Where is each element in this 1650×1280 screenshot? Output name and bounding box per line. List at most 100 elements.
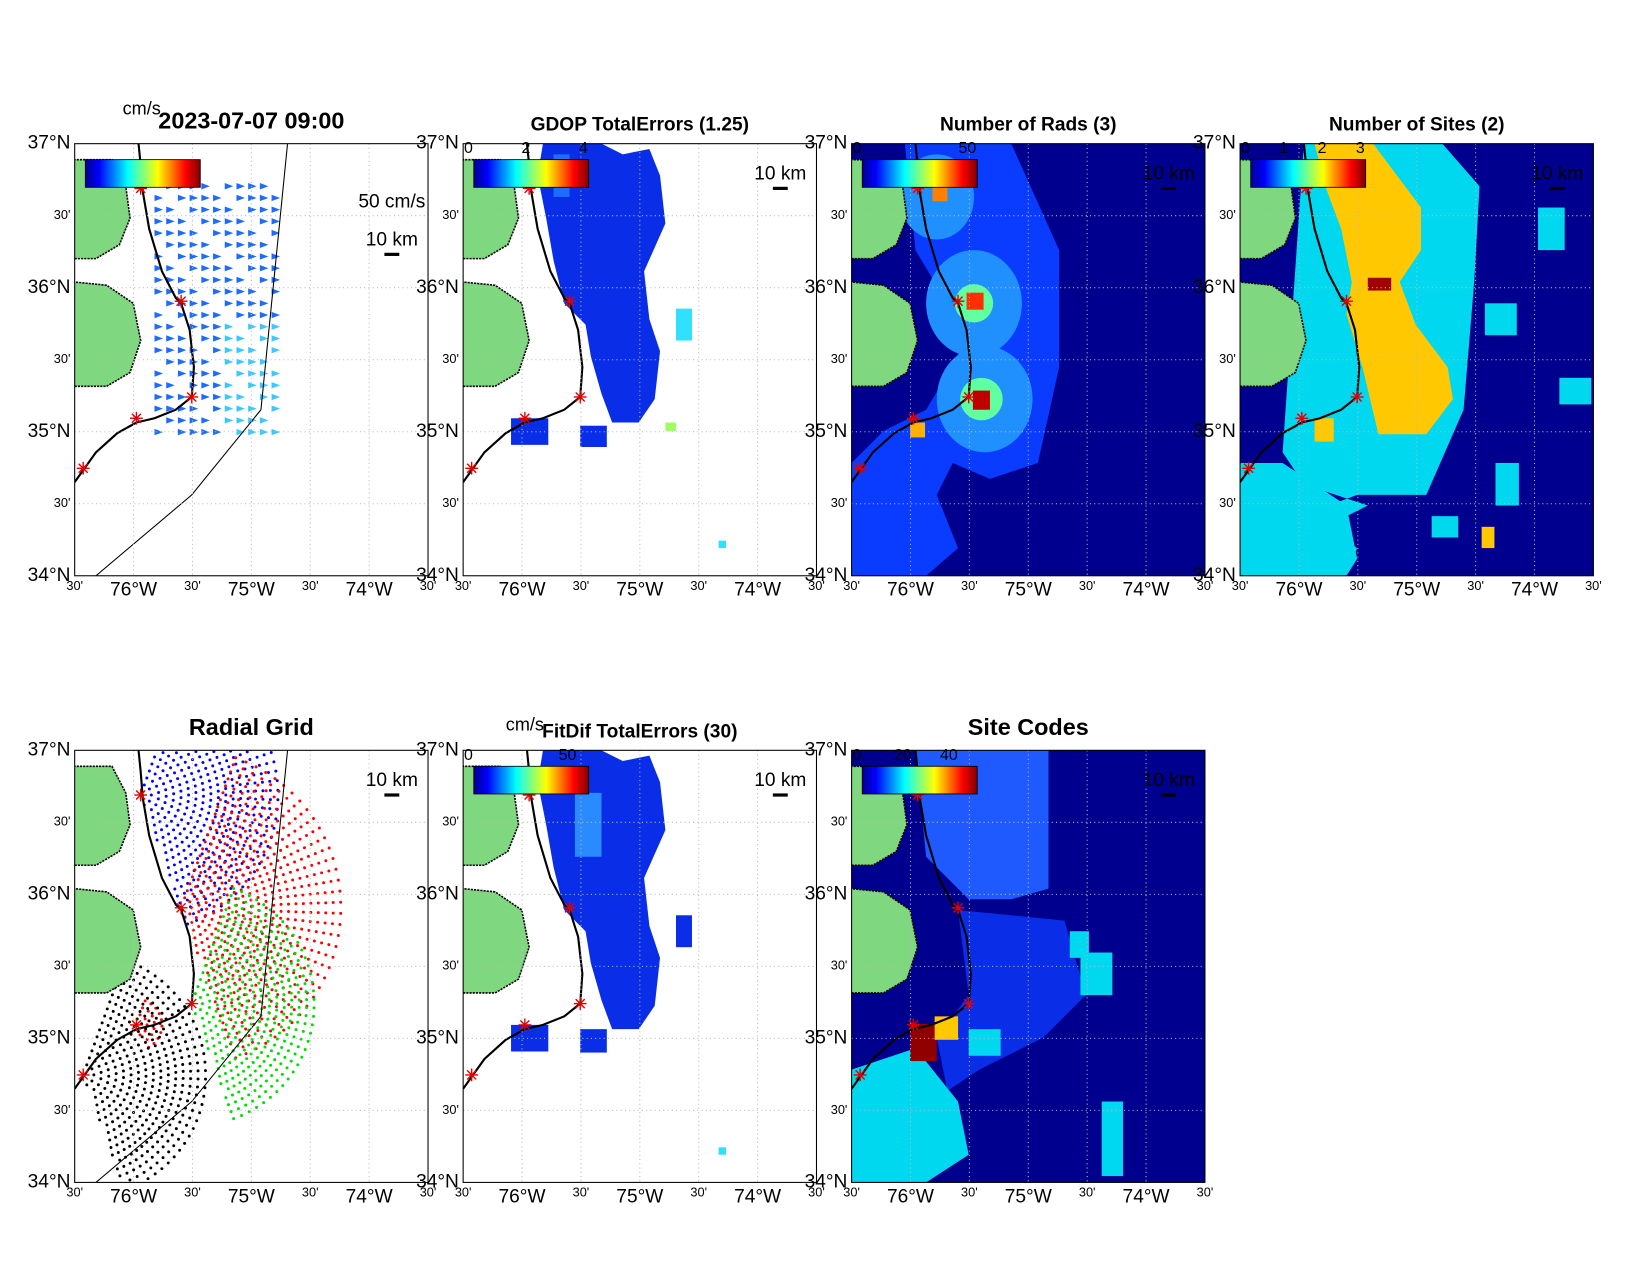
grid-point [336,878,340,882]
grid-point [204,874,208,878]
velocity-arrow [271,229,281,237]
grid-point [223,860,227,864]
grid-point [228,934,232,938]
coastline [851,887,919,994]
error-cell [580,425,607,447]
grid-point [259,823,263,827]
grid-point [207,779,211,783]
grid-point [269,1049,273,1053]
radar-site [908,1019,919,1030]
grid-point [285,845,289,849]
grid-point [233,920,237,924]
grid-point [198,755,202,759]
velocity-arrow [213,346,222,354]
lon-label: 76°W [110,1186,157,1207]
grid-point [125,1171,129,1175]
grid-point [90,1049,94,1053]
grid-point [240,907,244,911]
grid-point [258,862,262,866]
grid-point [251,1040,255,1044]
lat-label: 30' [442,814,459,829]
grid-point [322,881,326,885]
grid-point [153,1172,157,1176]
distance-scale-label: 10 km [754,770,806,791]
grid-point [100,1100,104,1104]
velocity-arrow [213,370,222,377]
grid-point [274,1068,278,1072]
grid-point [297,1005,301,1009]
grid-point [134,1090,138,1094]
grid-point [281,974,285,978]
grid-point [215,970,219,974]
grid-point [202,988,206,992]
grid-point [281,826,285,830]
grid-point [201,1016,204,1020]
grid-point [150,991,154,995]
grid-point [312,1006,316,1010]
velocity-arrow [189,253,199,260]
grid-point [234,762,238,766]
grid-point [283,1055,287,1059]
grid-point [138,1136,142,1140]
velocity-arrow [189,323,199,330]
depth-contour [95,143,289,576]
grid-point [244,802,248,806]
grid-point [191,1108,194,1112]
grid-point [217,921,221,925]
grid-point [169,766,173,770]
lat-label: 34°N [416,565,459,586]
grid-point [206,993,210,997]
grid-point [235,868,239,872]
lat-label: 37°N [416,133,459,154]
grid-point [174,1127,178,1131]
grid-point [231,763,235,767]
grid-point [205,937,209,941]
grid-point [201,794,205,798]
grid-point [264,770,268,774]
grid-point [194,1053,198,1057]
grid-point [251,807,255,811]
grid-point [136,1043,140,1047]
grid-point [257,981,261,985]
grid-point [278,1031,282,1035]
grid-point [194,885,198,889]
grid-point [179,755,183,759]
grid-point [287,977,291,981]
grid-point [252,955,256,959]
grid-point [111,1046,115,1050]
grid-point [327,966,331,970]
map-area [851,143,1205,576]
grid-point [223,824,227,828]
grid-point [294,976,298,980]
velocity-arrow [201,311,210,319]
grid-point [157,1012,161,1016]
grid-point [289,944,293,948]
grid-point [142,1087,146,1091]
grid-point [292,971,296,975]
grid-point [196,1061,199,1065]
grid-point [150,1033,154,1037]
grid-point [206,886,210,890]
map-frame [74,749,429,1183]
grid-point [276,930,280,934]
grid-point [222,774,226,778]
grid-point [254,839,257,843]
grid-point [299,857,303,861]
grid-point [246,946,250,950]
grid-point [201,847,205,851]
grid-point [207,978,211,982]
grid-point [206,772,210,776]
grid-point [121,1069,125,1073]
grid-point [159,1069,163,1073]
grid-point [239,923,243,927]
grid-point [262,853,266,857]
grid-point [183,1040,187,1044]
grid-point [208,999,212,1003]
grid-point [219,922,223,926]
velocity-arrow [224,382,234,389]
grid-point [109,1146,113,1149]
grid-point [238,961,242,965]
grid-point [117,1012,121,1016]
grid-point [148,1113,152,1117]
grid-point [281,1018,285,1022]
